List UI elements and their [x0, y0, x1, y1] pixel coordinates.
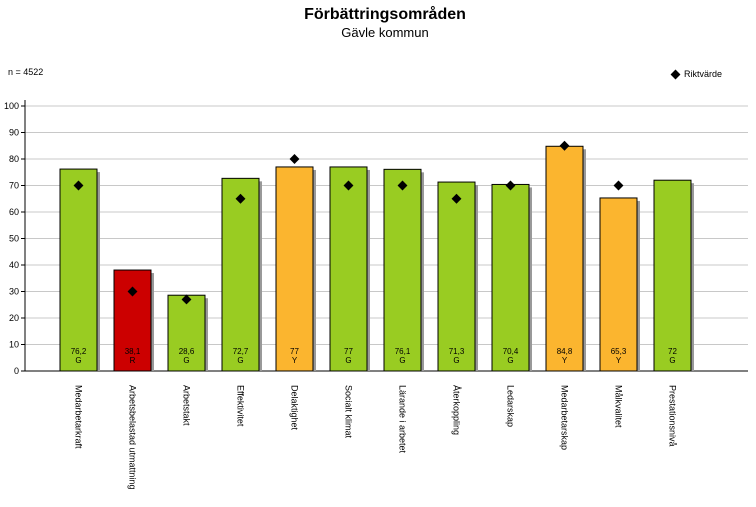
target-marker — [613, 180, 624, 191]
category-label: Arbetstakt — [182, 385, 192, 426]
target-marker — [235, 193, 246, 204]
bar-status-label: G — [183, 356, 189, 365]
target-marker — [397, 180, 408, 191]
target-marker — [559, 140, 570, 151]
bar — [599, 197, 638, 372]
bar — [221, 177, 260, 372]
y-tick-label: 50 — [9, 234, 19, 244]
chart-title: Förbättringsområden — [304, 6, 466, 23]
bar-status-label: G — [399, 356, 405, 365]
bar-status-label: R — [130, 356, 136, 365]
y-tick-label: 80 — [9, 154, 19, 164]
category-label: Målkvalitet — [614, 385, 624, 428]
category-label: Socialt klimat — [344, 385, 354, 439]
bar-status-label: G — [237, 356, 243, 365]
target-marker — [289, 154, 300, 164]
y-tick-label: 90 — [9, 128, 19, 138]
bar-value-label: 76,2 — [71, 347, 87, 356]
bar — [653, 179, 692, 372]
bar — [437, 181, 476, 372]
bar-value-label: 65,3 — [611, 347, 627, 356]
bar-status-label: Y — [562, 356, 568, 365]
bar-status-label: G — [345, 356, 351, 365]
target-marker — [451, 193, 462, 204]
y-tick-label: 10 — [9, 340, 19, 350]
bar-value-label: 76,1 — [395, 347, 411, 356]
bar-status-label: Y — [616, 356, 622, 365]
bar-value-label: 84,8 — [557, 347, 573, 356]
legend-label: Riktvärde — [684, 69, 723, 79]
bar — [329, 166, 368, 372]
bar-status-label: G — [507, 356, 513, 365]
bar-status-label: G — [75, 356, 81, 365]
y-tick-label: 20 — [9, 313, 19, 323]
bar — [545, 145, 584, 372]
category-label: Arbetsbelastad utmattning — [128, 385, 138, 490]
bar-status-label: Y — [292, 356, 298, 365]
category-label: Medarbetarkraft — [74, 385, 84, 449]
bar — [59, 168, 98, 372]
bar-value-label: 28,6 — [179, 347, 195, 356]
bar-status-label: G — [669, 356, 675, 365]
bar — [113, 269, 152, 372]
target-marker — [127, 286, 138, 297]
bar-value-label: 70,4 — [503, 347, 519, 356]
bar — [383, 168, 422, 372]
category-label: Återkoppling — [452, 385, 462, 435]
target-marker — [181, 294, 192, 305]
bar — [491, 183, 530, 372]
category-label: Lärande i arbetet — [398, 385, 408, 454]
category-label: Prestationsnivå — [668, 385, 678, 447]
category-label: Medarbetarskap — [560, 385, 570, 450]
sample-size-label: n = 4522 — [8, 67, 44, 77]
bar — [167, 294, 206, 372]
chart-legend: Riktvärde — [670, 69, 723, 79]
bar-value-label: 38,1 — [125, 347, 141, 356]
target-marker — [505, 180, 516, 191]
target-marker — [343, 180, 354, 191]
bar-value-label: 77 — [344, 347, 353, 356]
category-label: Ledarskap — [506, 385, 516, 427]
y-tick-label: 70 — [9, 181, 19, 191]
category-label: Effektivitet — [236, 385, 246, 427]
bar-value-label: 71,3 — [449, 347, 465, 356]
bar-value-label: 72 — [668, 347, 677, 356]
chart-subtitle: Gävle kommun — [341, 25, 429, 40]
y-tick-label: 0 — [14, 366, 19, 376]
y-tick-label: 60 — [9, 207, 19, 217]
bar-value-label: 72,7 — [233, 347, 249, 356]
target-marker — [73, 180, 84, 191]
y-tick-label: 100 — [4, 101, 19, 111]
y-tick-label: 30 — [9, 287, 19, 297]
bar-status-label: G — [453, 356, 459, 365]
bar-value-label: 77 — [290, 347, 299, 356]
y-tick-label: 40 — [9, 260, 19, 270]
category-label: Delaktighet — [290, 385, 300, 431]
bar — [275, 166, 314, 372]
